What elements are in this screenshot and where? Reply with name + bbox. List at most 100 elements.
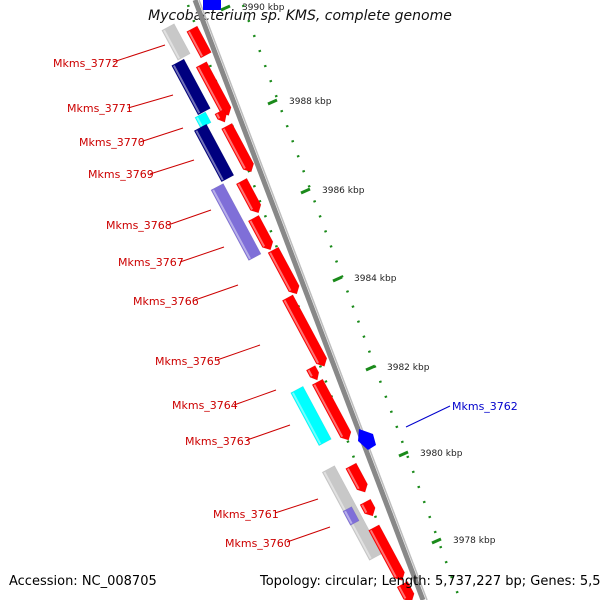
gene-feature-17 — [345, 462, 368, 493]
gene-shape — [214, 108, 227, 123]
gene-label-mkms-3771: Mkms_3771 — [67, 102, 133, 115]
tick-label: 3990 kbp — [242, 3, 285, 13]
gene-label-mkms-3770: Mkms_3770 — [79, 136, 145, 149]
genome-summary-text: Topology: circular; Length: 5,737,227 bp… — [260, 574, 600, 589]
gene-shape — [186, 25, 212, 59]
gene-feature-8 — [221, 122, 255, 173]
gene-label-mkms-3768: Mkms_3768 — [106, 219, 172, 232]
tick-label: 3988 kbp — [289, 97, 332, 107]
gene-shape — [281, 294, 328, 367]
tick-mark — [431, 537, 442, 545]
label-leader-line — [274, 498, 319, 514]
gene-shine — [222, 128, 246, 169]
gene-shine — [249, 220, 266, 247]
gene-shine — [361, 504, 368, 514]
gene-feature-21 — [368, 524, 405, 581]
gene-label-mkms-3762: Mkms_3762 — [452, 400, 518, 413]
tick-label: 3986 kbp — [322, 186, 365, 196]
gene-feature-2 — [186, 25, 212, 59]
gene-feature-16 — [311, 378, 352, 441]
gene-shape — [396, 580, 415, 600]
gene-shine — [172, 65, 201, 114]
gene-shape — [368, 524, 405, 581]
gene-label-mkms-3765: Mkms_3765 — [155, 355, 221, 368]
map-title: Mycobacterium sp. KMS, complete genome — [148, 8, 452, 24]
gene-label-mkms-3769: Mkms_3769 — [88, 168, 154, 181]
tick-label: 3984 kbp — [354, 274, 397, 284]
gene-feature-19 — [359, 498, 376, 517]
label-leader-line — [194, 284, 239, 301]
genome-backbone — [192, 0, 428, 600]
other-feature-shape — [358, 429, 376, 450]
gene-feature-7 — [193, 123, 235, 183]
gene-label-mkms-3766: Mkms_3766 — [133, 295, 199, 308]
gene-feature-10 — [235, 177, 262, 214]
label-leader-line — [405, 405, 451, 428]
gene-label-mkms-3760: Mkms_3760 — [225, 537, 291, 550]
gene-label-mkms-3767: Mkms_3767 — [118, 256, 184, 269]
gene-shape — [161, 23, 191, 61]
label-leader-line — [246, 424, 291, 441]
gene-shape — [305, 365, 320, 381]
gene-shine — [196, 117, 203, 127]
label-leader-line — [233, 389, 277, 406]
tick-label: 3978 kbp — [453, 536, 496, 546]
gene-feature-1 — [161, 23, 191, 61]
gene-shine — [269, 252, 292, 292]
gene-shine — [346, 468, 360, 490]
gene-feature-11 — [247, 214, 274, 251]
gene-shine — [313, 384, 344, 438]
gene-label-mkms-3764: Mkms_3764 — [172, 399, 238, 412]
gene-features — [161, 0, 415, 600]
gene-shape — [194, 111, 212, 129]
label-leader-line — [286, 526, 331, 543]
gene-shine — [292, 392, 322, 445]
gene-feature-4 — [195, 61, 232, 116]
gene-label-mkms-3761: Mkms_3761 — [213, 508, 279, 521]
gene-shine — [344, 510, 353, 525]
tick-label: 3980 kbp — [420, 449, 463, 459]
gene-shine — [237, 183, 254, 210]
label-leader-line — [149, 159, 195, 175]
gene-shine — [195, 130, 224, 181]
tick-mark — [398, 450, 409, 458]
other-feature — [358, 429, 376, 450]
tick-mark — [300, 187, 311, 195]
gene-feature-14 — [305, 365, 320, 381]
gene-label-mkms-3763: Mkms_3763 — [185, 435, 251, 448]
gene-shape — [267, 246, 300, 295]
label-leader-line — [139, 127, 184, 143]
tick-mark — [332, 275, 343, 283]
gene-feature-5 — [194, 111, 212, 129]
gene-shape — [311, 378, 352, 441]
gene-shine — [307, 369, 313, 377]
backbone-highlight — [198, 0, 428, 600]
gene-shape — [359, 498, 376, 517]
gene-shine — [216, 113, 221, 119]
gene-shape — [171, 58, 211, 116]
label-leader-line — [112, 44, 166, 63]
accession-text: Accession: NC_008705 — [9, 574, 157, 589]
tick-mark — [267, 98, 278, 106]
gene-feature-6 — [214, 108, 227, 123]
top-partial-feature — [203, 0, 221, 10]
backbone-line — [192, 0, 426, 600]
tick-mark — [220, 4, 231, 12]
tick-label: 3982 kbp — [387, 363, 430, 373]
gene-shape — [221, 122, 255, 173]
gene-labels: Mkms_3772 Mkms_3771 Mkms_3770 Mkms_3769 Mkms… — [53, 44, 518, 550]
gene-feature-9 — [210, 183, 262, 261]
gene-shine — [369, 529, 397, 578]
gene-shine — [163, 29, 181, 59]
gene-shape — [193, 123, 235, 183]
gene-shape — [195, 61, 232, 116]
gene-feature-20 — [342, 506, 360, 526]
label-leader-line — [127, 94, 174, 109]
gene-label-mkms-3772: Mkms_3772 — [53, 57, 119, 70]
gene-shape — [247, 214, 274, 251]
gene-feature-15 — [290, 385, 332, 447]
gene-shape — [210, 183, 262, 261]
gene-shine — [398, 586, 407, 599]
gene-shine — [187, 31, 203, 57]
